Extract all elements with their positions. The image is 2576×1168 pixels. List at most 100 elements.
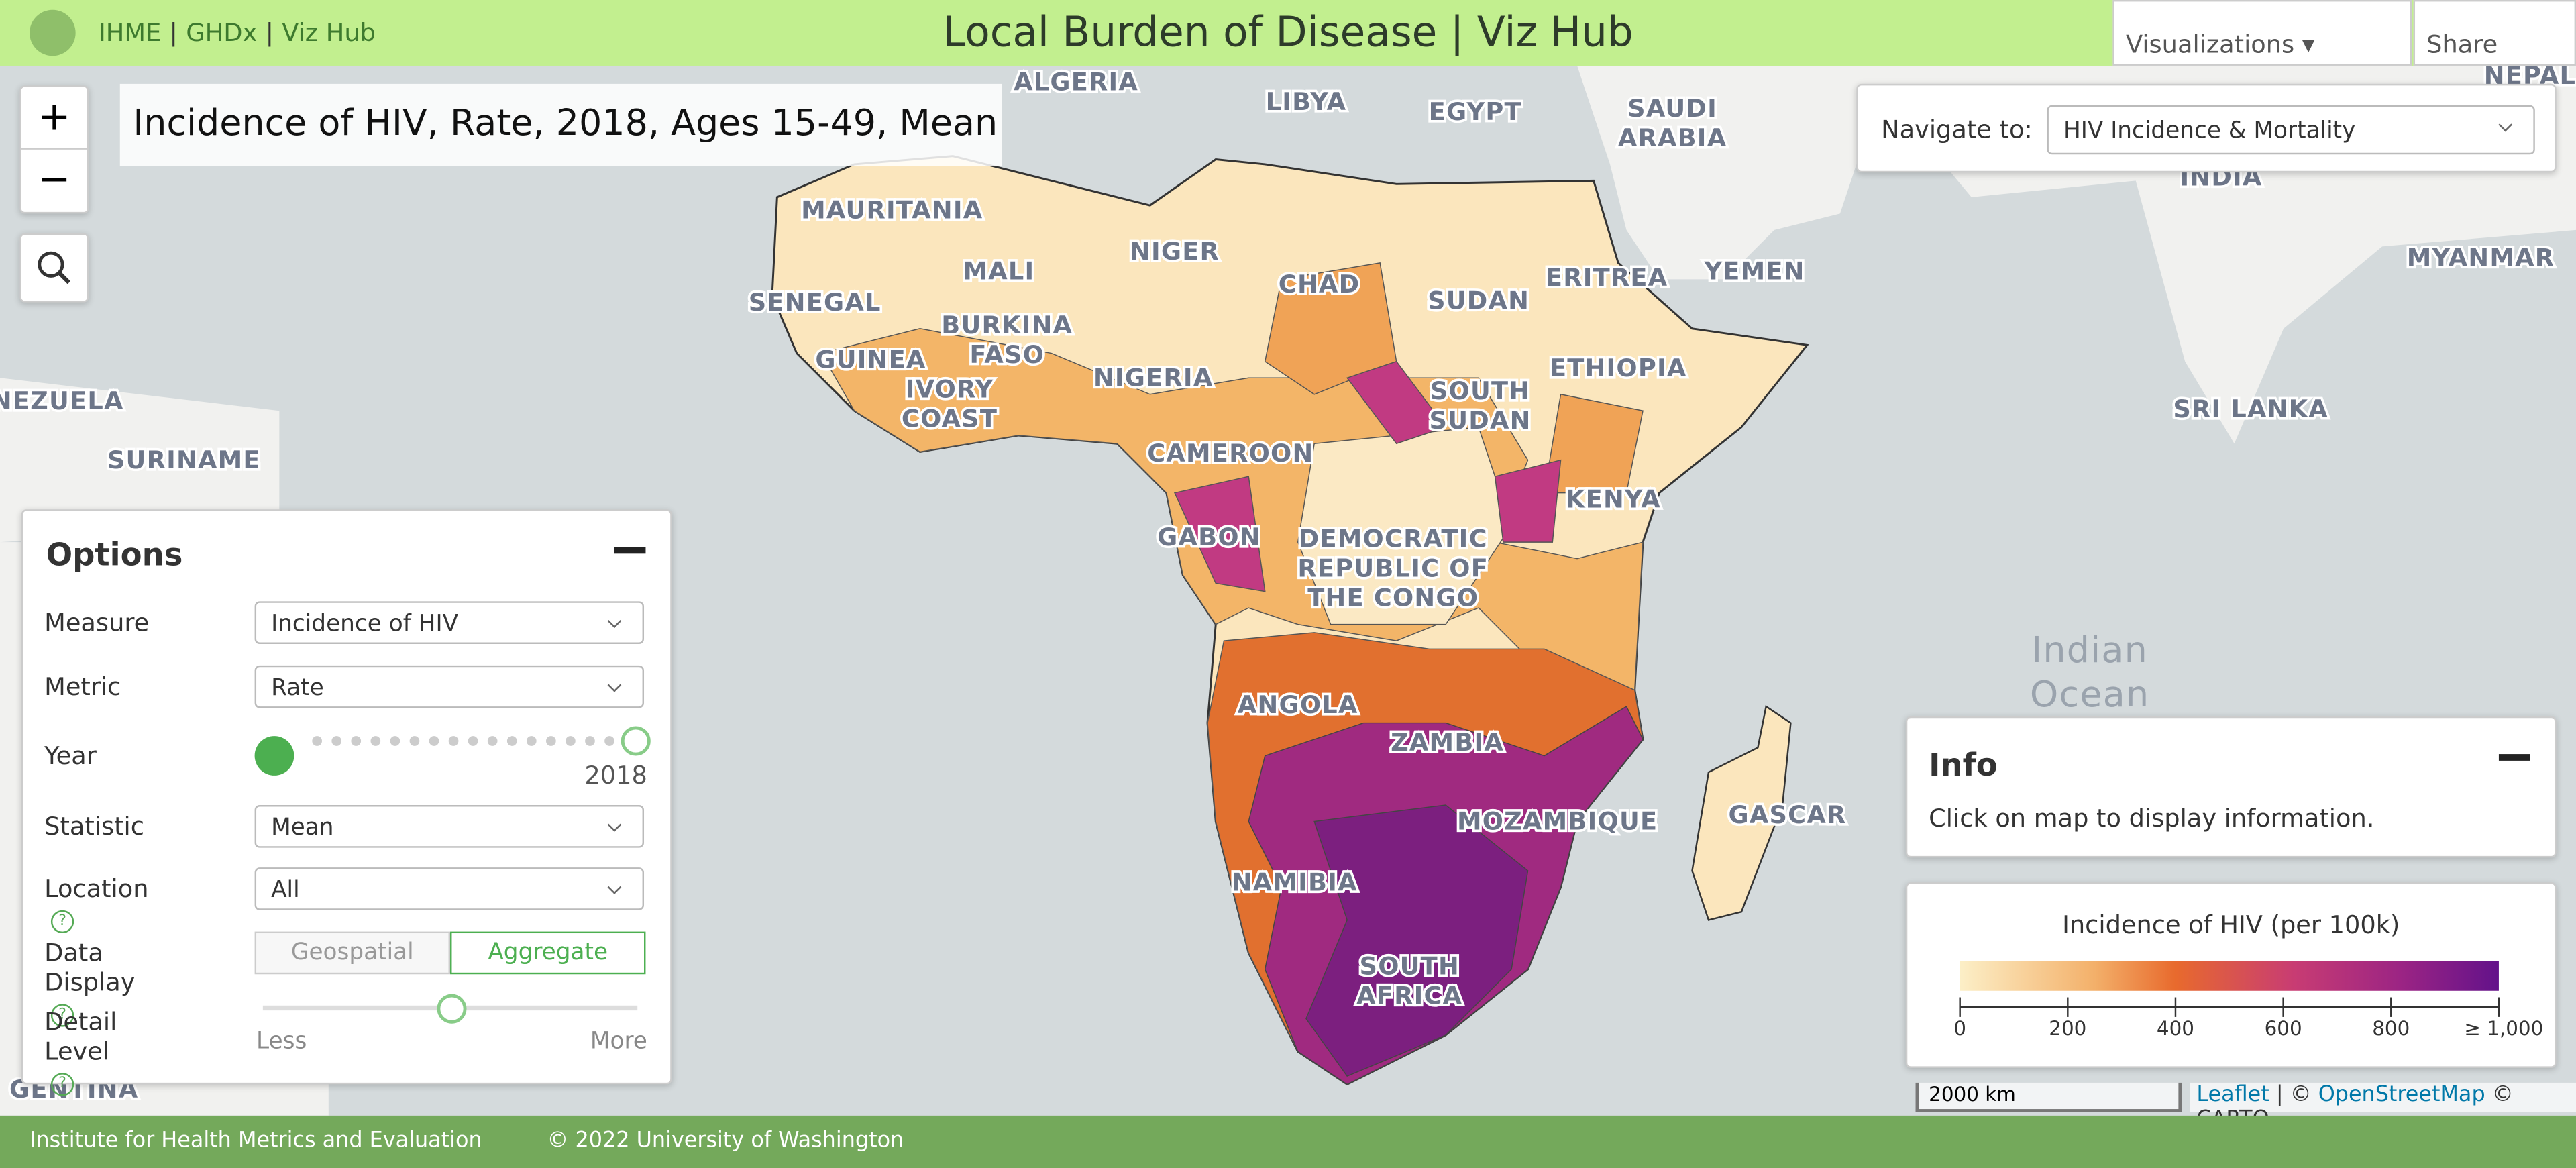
collapse-button[interactable] <box>614 547 646 554</box>
madagascar <box>1691 705 1792 921</box>
separator: | <box>169 17 178 48</box>
label-line: Indian <box>2031 629 2148 671</box>
collapse-button[interactable] <box>2498 754 2530 761</box>
search-button[interactable] <box>19 233 89 303</box>
visualizations-button[interactable]: Visualizations ▾ <box>2112 0 2412 66</box>
label-line: THE CONGO <box>1307 584 1479 613</box>
label-line: GASCAR <box>1729 800 1847 829</box>
separator: | <box>265 17 274 48</box>
footer-text: © 2022 University of Washington <box>547 1128 904 1154</box>
label-line: GABON <box>1157 523 1261 551</box>
map-label: SURINAME <box>107 445 261 474</box>
label-line: SRI LANKA <box>2173 394 2328 423</box>
legend-panel: Incidence of HIV (per 100k) 0 200 400 600 80… <box>1905 882 2557 1068</box>
toggle-button[interactable]: Geospatial <box>254 931 451 975</box>
label-line: ERITREA <box>1546 263 1668 292</box>
label-line: ARABIA <box>1618 123 1727 152</box>
max-label: More <box>590 1028 647 1055</box>
search-icon <box>38 251 71 284</box>
scale-bar: 2000 km <box>1915 1082 2182 1112</box>
text: | © <box>2275 1082 2312 1108</box>
label-line: DEMOCRATIC <box>1299 525 1488 553</box>
label-line: MYANMAR <box>2407 244 2555 272</box>
info-text: Click on map to display information. <box>1929 803 2375 833</box>
header: IHME | GHDx | Viz Hub Local Burden of Diseas… <box>0 0 2576 66</box>
map-label: SOUTH SUDAN <box>1430 376 1532 435</box>
map-label: SRI LANKA <box>2173 394 2328 423</box>
label-line: NIGERIA <box>1093 364 1214 392</box>
legend-tick-label: 0 <box>1953 1017 1966 1040</box>
toggle-button[interactable]: Aggregate <box>450 931 646 975</box>
option-label: Data Display? <box>44 938 136 1027</box>
map-label: NAMIBIA <box>1232 867 1358 896</box>
map-label: BURKINA FASO <box>941 311 1073 369</box>
label-line: MOZAMBIQUE <box>1457 807 1658 836</box>
option-label: Detail Level? <box>44 1007 117 1096</box>
help-icon[interactable]: ? <box>50 1073 74 1096</box>
map-label: SENEGAL <box>749 288 881 317</box>
label-line: NIGER <box>1130 237 1220 266</box>
option-label: Location? <box>44 873 149 934</box>
select[interactable]: Incidence of HIV <box>254 601 645 645</box>
option-label: Statistic <box>44 812 144 841</box>
map-label: ZAMBIA <box>1391 728 1504 757</box>
button-label: Visualizations <box>2126 30 2295 60</box>
help-icon[interactable]: ? <box>50 910 74 934</box>
map-label: EGYPT <box>1429 97 1522 126</box>
navigate-label: Navigate to: <box>1881 115 2033 145</box>
label-line: SENEGAL <box>749 288 881 317</box>
header-link[interactable]: Viz Hub <box>282 17 376 48</box>
legend-tick-label: ≥ 1,000 <box>2464 1017 2543 1040</box>
map-label: MAURITANIA <box>801 196 983 225</box>
year-value: 2018 <box>584 760 647 790</box>
label-line: COAST <box>902 405 998 433</box>
label-line: SUDAN <box>1428 286 1529 315</box>
map-label: GUINEA <box>815 346 926 374</box>
option-label: Metric <box>44 672 121 702</box>
header-link[interactable]: IHME <box>98 17 162 48</box>
label-text: Location <box>44 873 149 904</box>
map-label: SAUDI ARABIA <box>1618 94 1727 152</box>
help-icon[interactable]: ? <box>50 1004 74 1027</box>
map-label: MOZAMBIQUE <box>1457 807 1658 836</box>
label-line: KENYA <box>1566 485 1661 514</box>
year-slider[interactable] <box>312 736 635 755</box>
play-button[interactable] <box>254 736 294 776</box>
label-line: AFRICA <box>1356 981 1462 1010</box>
share-button[interactable]: Share <box>2413 0 2576 66</box>
label-line: SAUDI <box>1627 94 1717 123</box>
zoom-out[interactable]: − <box>38 156 71 203</box>
select[interactable]: Rate <box>254 665 645 708</box>
label-line: FASO <box>969 340 1044 369</box>
label-line: SOUTH <box>1430 376 1530 405</box>
legend-axis: 0 200 400 600 800 ≥ 1,000 <box>1953 997 2543 1040</box>
label-line: REPUBLIC OF <box>1297 554 1489 583</box>
label-line: ZAMBIA <box>1391 728 1504 757</box>
slider-handle[interactable] <box>437 994 467 1024</box>
options-title: Options <box>46 537 183 574</box>
map-label: CHAD <box>1279 270 1360 299</box>
map-label: ANGOLA <box>1238 690 1358 719</box>
select[interactable]: All <box>254 867 645 910</box>
map-label: ALGERIA <box>1014 68 1138 97</box>
region <box>1173 360 1562 592</box>
slider-handle[interactable] <box>621 726 651 756</box>
navigate-select[interactable]: HIV Incidence & Mortality <box>2047 105 2535 155</box>
link[interactable]: OpenStreetMap <box>2318 1082 2485 1108</box>
link[interactable]: Leaflet <box>2196 1082 2269 1108</box>
label-line: IVORY <box>906 375 994 404</box>
label-line: SUDAN <box>1430 406 1532 435</box>
label-line: ANGOLA <box>1238 690 1358 719</box>
label-line: NAMIBIA <box>1232 867 1358 896</box>
label-line: CHAD <box>1279 270 1360 299</box>
header-link[interactable]: GHDx <box>186 17 258 48</box>
option-label: Measure <box>44 608 149 637</box>
map-label: IVORY COAST <box>902 375 998 433</box>
select[interactable]: Mean <box>254 805 645 848</box>
option-label: Year <box>44 741 97 770</box>
legend-tick-label: 800 <box>2372 1017 2410 1040</box>
legend-tick-label: 200 <box>2049 1017 2086 1040</box>
zoom-in[interactable]: + <box>21 87 87 150</box>
map-label: MALI <box>963 256 1035 285</box>
map-label: NEZUELA <box>0 386 124 415</box>
